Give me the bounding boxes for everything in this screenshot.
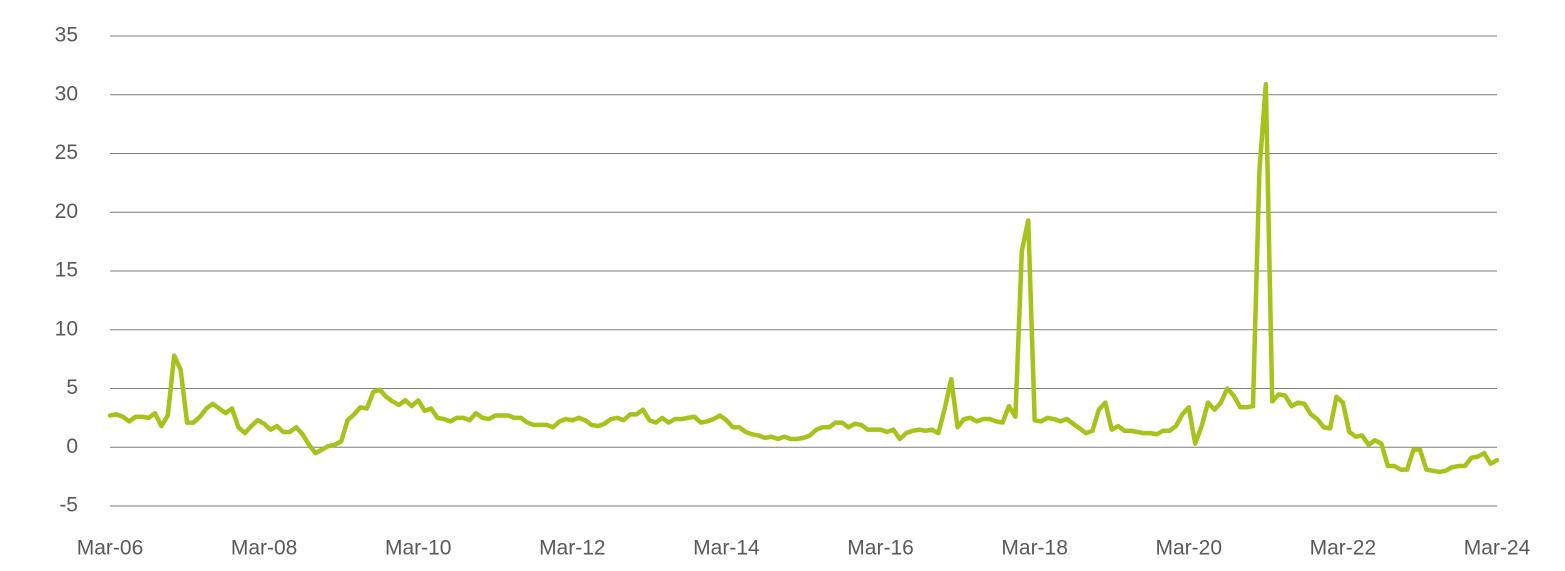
data-line [107, 81, 1500, 475]
y-tick-label: 5 [66, 376, 78, 399]
x-tick-label: Mar-12 [539, 537, 606, 560]
y-tick-label: 30 [55, 82, 78, 105]
x-tick-label: Mar-18 [1001, 537, 1068, 560]
y-tick-label: 10 [55, 317, 78, 340]
y-tick-label: 15 [55, 259, 78, 282]
y-tick-label: 0 [66, 435, 78, 458]
x-tick-label: Mar-10 [385, 537, 452, 560]
x-tick-label: Mar-08 [231, 537, 298, 560]
y-tick-label: 35 [55, 24, 78, 47]
x-tick-label: Mar-06 [77, 537, 144, 560]
y-tick-label: 20 [55, 200, 78, 223]
x-tick-label: Mar-20 [1156, 537, 1223, 560]
y-tick-label: 25 [55, 141, 78, 164]
x-tick-label: Mar-14 [693, 537, 760, 560]
x-tick-label: Mar-16 [847, 537, 914, 560]
x-tick-label: Mar-22 [1310, 537, 1377, 560]
y-tick-label: -5 [59, 494, 78, 517]
x-tick-label: Mar-24 [1464, 537, 1531, 560]
